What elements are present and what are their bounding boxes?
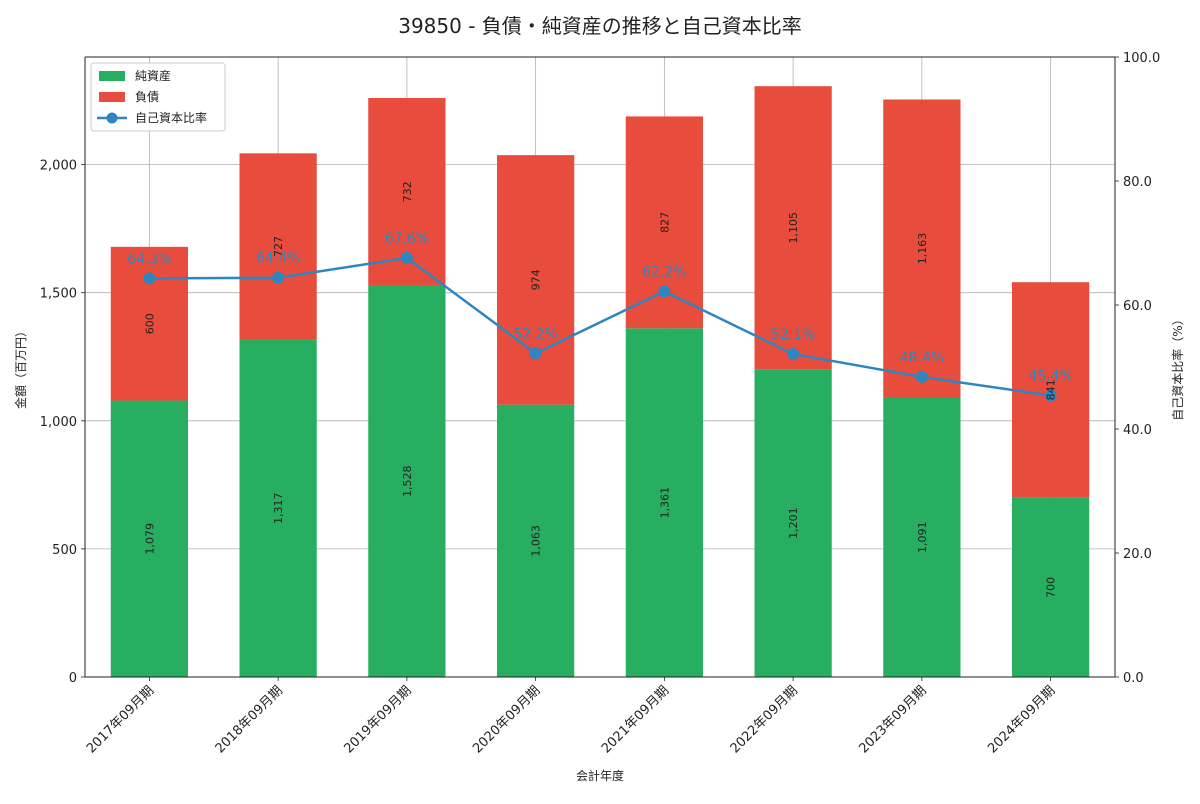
- liabilities-value-label: 827: [658, 212, 671, 233]
- y2-tick-label: 20.0: [1123, 547, 1152, 562]
- bar-liabilities: [239, 153, 317, 340]
- legend-label-liabilities: 負債: [135, 89, 159, 104]
- chart-title: 39850 - 負債・純資産の推移と自己資本比率: [398, 14, 802, 38]
- liabilities-value-label: 732: [401, 181, 414, 202]
- x-tick-label: 2023年09月期: [856, 683, 929, 756]
- bar-net-assets: [754, 369, 832, 677]
- liabilities-value-label: 1,105: [787, 212, 800, 244]
- ratio-value-label: 45.4%: [1028, 369, 1072, 385]
- ratio-point: [915, 370, 928, 383]
- ratio-point: [787, 347, 800, 360]
- y-tick-label: 2,000: [40, 159, 77, 174]
- liabilities-value-label: 974: [530, 269, 543, 290]
- bar-net-assets: [625, 328, 703, 677]
- liabilities-value-label: 727: [272, 236, 285, 257]
- net-assets-value-label: 1,201: [787, 507, 800, 539]
- net-assets-value-label: 1,528: [401, 466, 414, 498]
- y-tick-label: 1,500: [40, 287, 77, 302]
- legend-swatch-net-assets: [99, 71, 125, 81]
- y2-tick-label: 80.0: [1123, 175, 1152, 190]
- y2-tick-label: 0.0: [1123, 671, 1144, 686]
- y-tick-label: 1,000: [40, 415, 77, 430]
- x-tick-label: 2019年09月期: [341, 683, 414, 756]
- legend-label-ratio: 自己資本比率: [135, 110, 207, 125]
- ratio-value-label: 64.4%: [256, 251, 300, 267]
- y2-tick-label: 60.0: [1123, 299, 1152, 314]
- axes-group: 0 500 1,000 1,500 2,000 0.0 20.0 40.0 60.0 80.0 10…: [40, 51, 1160, 757]
- bar-net-assets: [1012, 497, 1090, 677]
- liabilities-value-label: 600: [143, 313, 156, 334]
- ratio-point: [272, 271, 285, 284]
- ratio-point: [658, 285, 671, 298]
- ratio-point: [529, 347, 542, 360]
- bar-liabilities: [497, 155, 575, 405]
- net-assets-value-label: 1,317: [272, 493, 285, 525]
- x-tick-label: 2018年09月期: [213, 683, 286, 756]
- legend-label-net-assets: 純資産: [135, 68, 171, 83]
- bar-liabilities: [883, 99, 961, 398]
- net-assets-value-label: 1,079: [143, 523, 156, 555]
- x-axis-label: 会計年度: [576, 768, 624, 783]
- x-tick-label: 2020年09月期: [470, 683, 543, 756]
- data-labels-group: 1,079 600 1,317 727 1,528 732 1,063 974 1,361 827…: [127, 181, 1073, 598]
- bars-group: [110, 86, 1090, 677]
- bar-net-assets: [497, 404, 575, 677]
- ratio-value-label: 48.4%: [900, 350, 944, 366]
- net-assets-value-label: 700: [1045, 577, 1058, 598]
- ratio-point: [400, 251, 413, 264]
- y-tick-label: 500: [52, 543, 77, 558]
- y2-tick-label: 40.0: [1123, 423, 1152, 438]
- liabilities-value-label: 841: [1045, 379, 1058, 400]
- legend-swatch-liabilities: [99, 92, 125, 102]
- x-tick-label: 2017年09月期: [84, 683, 157, 756]
- ratio-value-label: 62.2%: [642, 264, 686, 280]
- bar-net-assets: [368, 285, 446, 677]
- bar-net-assets: [239, 339, 317, 677]
- ratio-value-label: 67.6%: [385, 231, 429, 247]
- x-tick-label: 2024年09月期: [985, 683, 1058, 756]
- ratio-value-label: 52.1%: [771, 327, 815, 343]
- bar-net-assets: [883, 397, 961, 677]
- y2-axis-label: 自己資本比率（%）: [1170, 313, 1185, 420]
- x-tick-label: 2021年09月期: [599, 683, 672, 756]
- bar-net-assets: [110, 400, 188, 677]
- ratio-value-label: 52.2%: [513, 326, 557, 342]
- x-tick-label: 2022年09月期: [728, 683, 801, 756]
- ratio-line-group: [143, 251, 1057, 402]
- y2-tick-label: 100.0: [1123, 51, 1160, 66]
- ratio-point: [143, 272, 156, 285]
- bar-liabilities: [754, 86, 832, 370]
- y-tick-label: 0: [69, 671, 77, 686]
- net-assets-value-label: 1,091: [916, 521, 929, 553]
- ratio-point: [1044, 389, 1057, 402]
- net-assets-value-label: 1,361: [658, 487, 671, 518]
- ratio-value-label: 64.3%: [127, 251, 171, 267]
- liabilities-value-label: 1,163: [916, 233, 929, 265]
- ratio-line: [149, 256, 1051, 397]
- y-axis-label: 金額（百万円）: [13, 325, 28, 409]
- legend-marker-ratio: [106, 112, 118, 124]
- net-assets-value-label: 1,063: [530, 525, 543, 557]
